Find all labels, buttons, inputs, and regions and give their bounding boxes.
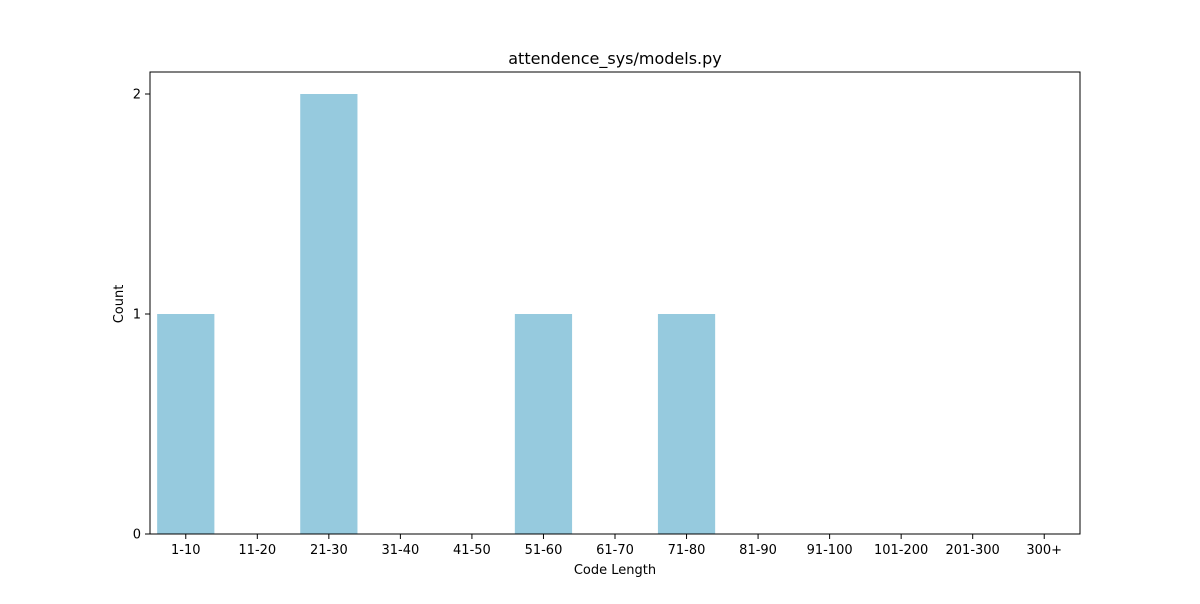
y-axis-label: Count: [112, 285, 127, 324]
x-tick-label: 21-30: [310, 543, 348, 558]
bar-51-60: [514, 314, 573, 534]
x-tick-label: 300+: [1026, 543, 1062, 558]
x-axis-label: Code Length: [574, 563, 656, 578]
x-tick-label: 71-80: [668, 543, 706, 558]
chart-title: attendence_sys/models.py: [508, 49, 722, 69]
y-tick-label: 1: [133, 308, 141, 323]
bars: [157, 94, 716, 534]
bar-21-30: [300, 94, 358, 534]
y-tick-label: 0: [133, 528, 141, 543]
x-axis-ticks: 1-10 11-20 21-30 31-40 41-50 51-60 61-70 71-80 8…: [171, 534, 1062, 558]
x-tick-label: 1-10: [171, 543, 201, 558]
x-tick-label: 101-200: [874, 543, 928, 558]
x-tick-label: 41-50: [453, 543, 491, 558]
y-tick-label: 2: [133, 88, 141, 103]
x-tick-label: 91-100: [807, 543, 853, 558]
x-tick-label: 81-90: [739, 543, 777, 558]
x-tick-label: 11-20: [238, 543, 276, 558]
x-tick-label: 61-70: [596, 543, 634, 558]
plot-area-frame: [149, 71, 1081, 535]
bar-1-10: [157, 314, 215, 534]
x-tick-label: 201-300: [946, 543, 1000, 558]
x-tick-label: 51-60: [525, 543, 563, 558]
x-tick-label: 31-40: [381, 543, 419, 558]
y-axis-ticks: 0 1 2: [133, 88, 150, 543]
bar-71-80: [657, 314, 716, 534]
